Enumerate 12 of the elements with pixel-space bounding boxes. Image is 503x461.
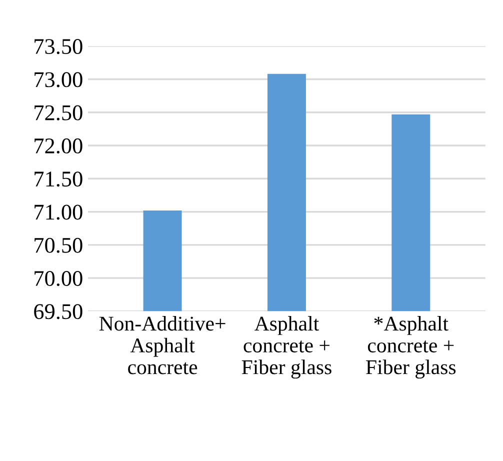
y-tick-label: 71.50 (34, 172, 82, 187)
y-tick-label: 71.00 (34, 204, 82, 220)
y-tick-label: 70.50 (34, 238, 82, 253)
x-tick-label: Non-Additive+ Asphalt concrete (99, 316, 226, 374)
x-tick-label: *Asphalt concrete + Fiber glass (366, 316, 456, 379)
y-tick-label: 69.50 (34, 304, 82, 320)
y-tick-label: 70.00 (34, 270, 82, 286)
y-tick-label: 72.00 (34, 138, 82, 154)
y-tick-label: 72.50 (34, 105, 82, 120)
x-tick-label: Asphalt concrete + Fiber glass (242, 316, 332, 379)
y-tick-label: 73.50 (34, 39, 82, 54)
y-tick-label: 73.00 (34, 72, 82, 88)
